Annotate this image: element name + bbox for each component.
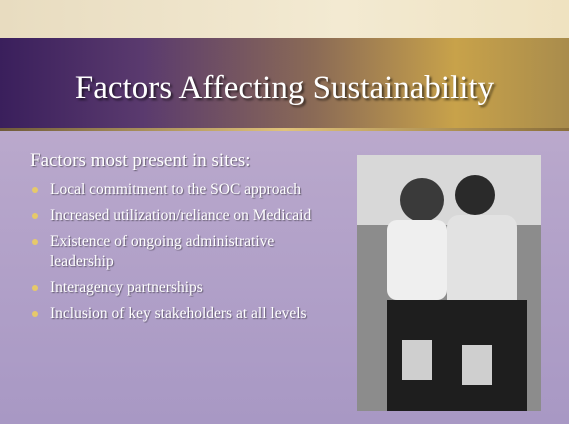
bullet-text: Local commitment to the SOC approach xyxy=(50,181,301,198)
page: Factors Affecting Sustainability Factors… xyxy=(0,0,569,424)
bullet-text: Increased utilization/reliance on Medica… xyxy=(50,207,311,224)
bullet-item: Local commitment to the SOC approach xyxy=(30,180,330,200)
photo-figure xyxy=(402,340,432,380)
title-rule xyxy=(0,128,569,131)
photo-figure xyxy=(455,175,495,215)
bullet-dot xyxy=(32,285,38,291)
subtitle: Factors most present in sites: xyxy=(30,150,251,172)
bullet-text: Existence of ongoing administrative lead… xyxy=(50,233,274,270)
slide: Factors Affecting Sustainability Factors… xyxy=(0,0,569,424)
bullet-dot xyxy=(32,187,38,193)
photo-figure xyxy=(387,220,447,300)
bullet-item: Existence of ongoing administrative lead… xyxy=(30,232,330,272)
photo-figure xyxy=(462,345,492,385)
bullet-dot xyxy=(32,239,38,245)
photo-figure xyxy=(400,178,444,222)
slide-title: Factors Affecting Sustainability xyxy=(0,70,569,107)
bullet-item: Inclusion of key stakeholders at all lev… xyxy=(30,304,330,324)
photo xyxy=(357,155,541,411)
bullet-item: Increased utilization/reliance on Medica… xyxy=(30,206,330,226)
bullet-text: Inclusion of key stakeholders at all lev… xyxy=(50,305,307,322)
bullet-dot xyxy=(32,311,38,317)
top-band xyxy=(0,0,569,38)
bullet-item: Interagency partnerships xyxy=(30,278,330,298)
bullet-text: Interagency partnerships xyxy=(50,279,203,296)
bullet-dot xyxy=(32,213,38,219)
bullet-list: Local commitment to the SOC approach Incr… xyxy=(30,180,330,330)
photo-wall xyxy=(357,155,541,225)
